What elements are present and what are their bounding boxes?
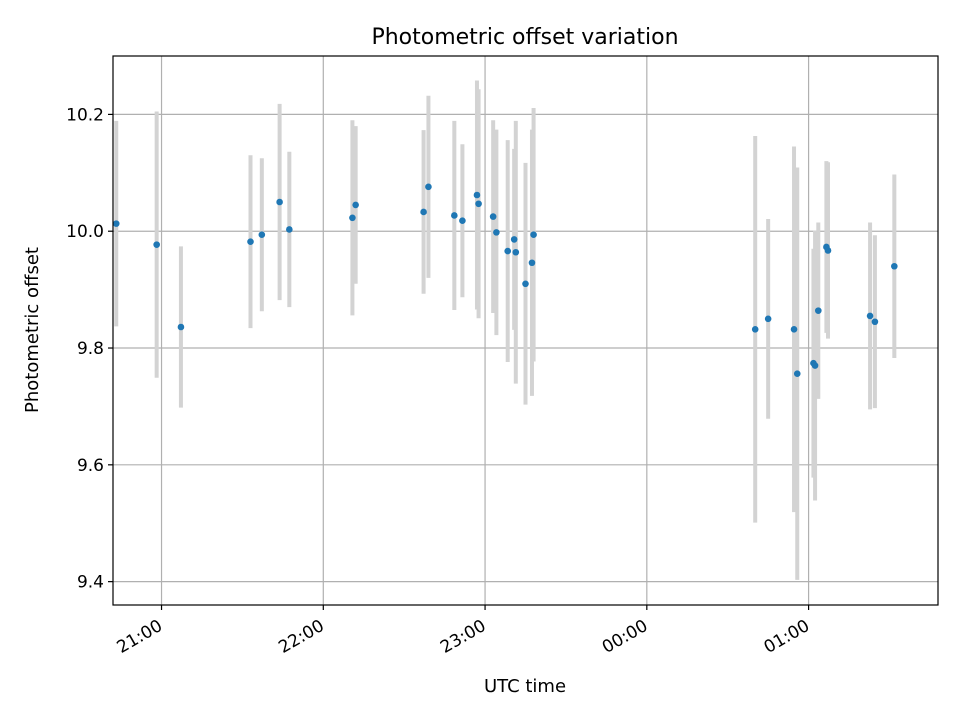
y-tick-label: 9.8 [77, 339, 104, 359]
data-point [790, 326, 798, 333]
data-point [489, 213, 497, 220]
data-point [824, 247, 832, 254]
y-tick-label: 9.4 [77, 573, 104, 593]
y-axis-label: Photometric offset [22, 247, 43, 413]
data-point [112, 220, 120, 227]
data-point [512, 248, 520, 256]
data-point [764, 315, 772, 323]
data-point [349, 214, 356, 222]
data-point [814, 307, 822, 314]
data-point [793, 370, 801, 378]
x-axis-label: UTC time [484, 676, 566, 697]
data-point [286, 226, 293, 233]
data-point [451, 212, 458, 219]
data-point [475, 200, 482, 208]
data-point [276, 198, 283, 206]
data-point [528, 259, 536, 267]
y-tick-label: 9.6 [77, 456, 104, 476]
data-point [504, 247, 512, 255]
data-point [510, 236, 518, 243]
data-point [866, 312, 874, 320]
data-point [530, 231, 537, 239]
data-point [247, 238, 254, 246]
data-point [352, 201, 359, 209]
y-tick-label: 10.2 [66, 105, 104, 125]
data-point [751, 326, 759, 333]
plot-frame [112, 55, 939, 606]
data-point [459, 217, 466, 224]
data-point [177, 323, 185, 331]
data-point [891, 262, 898, 270]
data-point [425, 183, 432, 191]
data-points [112, 183, 898, 378]
data-point [522, 280, 529, 288]
data-point [871, 318, 879, 326]
data-point [811, 362, 819, 369]
chart-title: Photometric offset variation [371, 25, 678, 50]
data-point [153, 241, 160, 248]
data-point [258, 231, 266, 239]
data-point [420, 208, 427, 216]
y-axis-ticks: 9.4 9.6 9.8 10.0 10.2 [66, 105, 113, 593]
data-point [493, 229, 500, 236]
data-point [473, 191, 481, 199]
y-tick-label: 10.0 [66, 222, 104, 242]
